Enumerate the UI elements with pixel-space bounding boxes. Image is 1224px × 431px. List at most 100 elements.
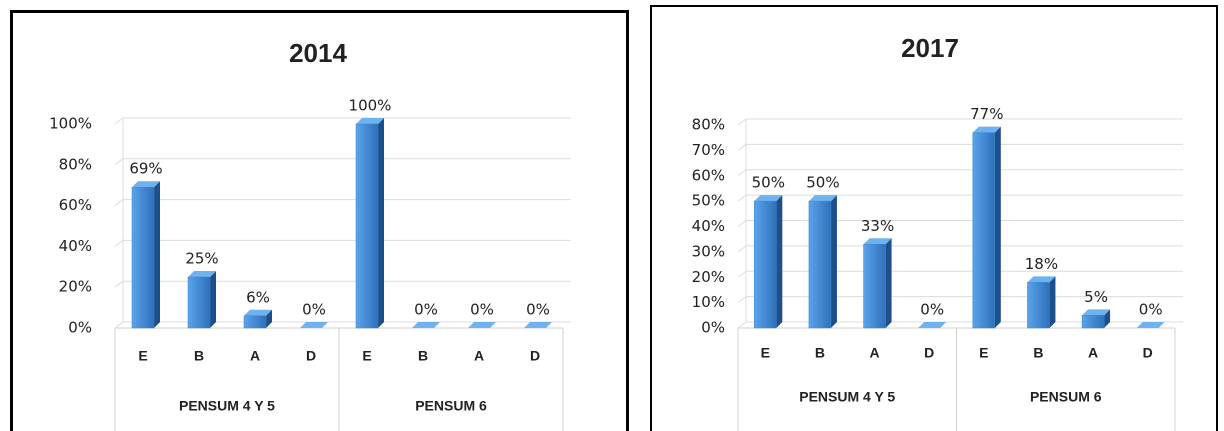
x-tick-label: A [250,348,260,364]
grid-wall [737,169,747,177]
value-label: 0% [1139,301,1163,319]
bar-top [188,271,216,277]
bar-side [378,118,384,328]
grid-wall [114,321,124,329]
y-tick-label: 80% [692,116,725,134]
bar-top [754,195,783,202]
x-tick-label: D [924,345,934,361]
bar-side [210,271,216,328]
grid-wall [737,270,747,278]
value-label: 69% [129,160,162,178]
y-tick-label: 40% [59,237,92,255]
bar-top [244,309,272,316]
bar [187,276,211,329]
y-tick-label: 30% [692,242,725,260]
group-label: PENSUM 6 [1030,389,1102,405]
bar-top [300,322,328,328]
value-label: 33% [861,217,894,235]
grid-wall [114,158,124,166]
grid-wall [114,199,124,207]
grid-wall [737,245,747,253]
bar [1081,315,1105,329]
y-tick-label: 80% [59,155,92,173]
group-label: PENSUM 4 Y 5 [799,389,895,405]
x-tick-label: E [138,348,147,364]
grid-wall [737,220,747,227]
value-label: 5% [1084,288,1108,306]
x-tick-label: B [418,348,428,364]
bar [1027,282,1050,329]
bar-top [468,322,496,328]
bar-top [524,322,552,328]
bar-side [1049,276,1056,328]
x-tick-label: E [362,348,371,364]
bar-side [830,195,837,328]
grid-wall [114,117,124,125]
bar-side [154,181,160,328]
y-tick-label: 60% [692,166,725,184]
x-tick-label: A [474,348,484,364]
bar-top [972,126,1001,133]
x-tick-label: A [1088,345,1098,361]
bar-top [1082,309,1111,316]
x-tick-label: D [1143,345,1153,361]
grid-wall [114,239,124,247]
bar-top [1136,322,1165,328]
bar-top [808,195,837,202]
bar-top [918,322,947,328]
chart-title: 2017 [901,33,959,63]
x-tick-label: D [530,348,540,364]
bar [972,132,996,329]
bar-top [412,322,440,328]
y-tick-label: 60% [59,196,92,214]
bar-side [885,238,892,328]
value-label: 25% [185,250,218,268]
grid-wall [737,321,747,329]
bar [243,315,267,329]
value-label: 100% [349,97,392,115]
chart-frame [650,5,1218,431]
value-label: 77% [970,105,1003,123]
y-tick-label: 10% [692,293,725,311]
x-tick-label: D [306,348,316,364]
y-tick-label: 0% [701,319,725,337]
value-label: 18% [1025,255,1058,273]
y-tick-label: 100% [49,115,92,133]
bar-top [1027,276,1056,283]
grid-wall [737,143,747,151]
bar-top [132,181,160,188]
grid-wall [737,118,747,126]
y-tick-label: 20% [59,278,92,296]
bar-top [356,118,384,124]
y-tick-label: 50% [692,192,725,210]
grid-wall [737,194,747,202]
x-tick-label: E [979,345,988,361]
x-tick-label: B [815,345,825,361]
bar [863,244,886,329]
chart-frame [10,10,629,431]
value-label: 6% [246,288,270,306]
value-label: 0% [302,301,326,319]
bar-side [776,195,783,328]
y-tick-label: 40% [692,217,725,235]
bar [355,123,379,329]
value-label: 0% [920,301,944,319]
x-tick-label: A [870,345,880,361]
bar-side [1104,309,1111,328]
y-tick-label: 0% [68,319,92,337]
x-tick-label: B [194,348,204,364]
chart-title: 2014 [289,38,347,68]
x-tick-label: E [761,345,770,361]
grid-wall [737,296,747,304]
x-tick-label: B [1033,345,1043,361]
bar [808,200,832,329]
value-label: 50% [806,174,839,192]
bar [131,186,155,329]
y-tick-label: 70% [692,141,725,159]
value-label: 0% [414,301,438,319]
bar-top [863,238,892,245]
bar-side [266,309,272,328]
value-label: 50% [752,174,785,192]
grid-wall [114,280,124,288]
